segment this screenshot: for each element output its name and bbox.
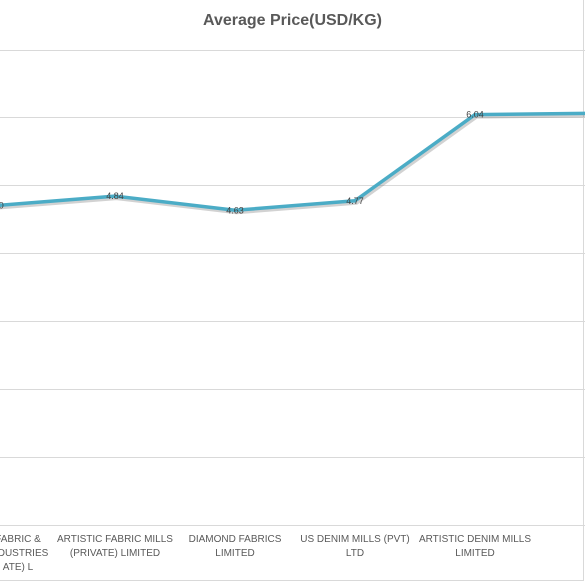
data-point-2	[233, 208, 237, 213]
data-point-3	[353, 199, 357, 203]
data-point-4	[473, 112, 477, 117]
data-label-3: 4.77	[346, 196, 364, 206]
category-label-2: DIAMOND FABRICS LIMITED	[188, 534, 282, 559]
data-label-4: 6.04	[466, 110, 484, 120]
category-label-4: ARTISTIC DENIM MILLS LIMITED	[418, 534, 532, 559]
series-line	[0, 111, 585, 213]
data-label-0: 4.70	[0, 201, 4, 211]
data-point-1	[113, 194, 117, 198]
category-label-0: FABRIC &INDUSTRIESATE) L	[0, 534, 49, 573]
series-line-shadow	[0, 113, 585, 215]
category-label-5: S	[535, 533, 585, 547]
data-label-1: 4.84	[106, 191, 124, 201]
category-label-1: ARTISTIC FABRIC MILLS (PRIVATE) LIMITED	[57, 534, 173, 559]
category-label-3: US DENIM MILLS (PVT) LTD	[300, 534, 410, 559]
chart-title: Average Price(USD/KG)	[202, 12, 383, 29]
data-label-2: 4.63	[226, 205, 244, 215]
